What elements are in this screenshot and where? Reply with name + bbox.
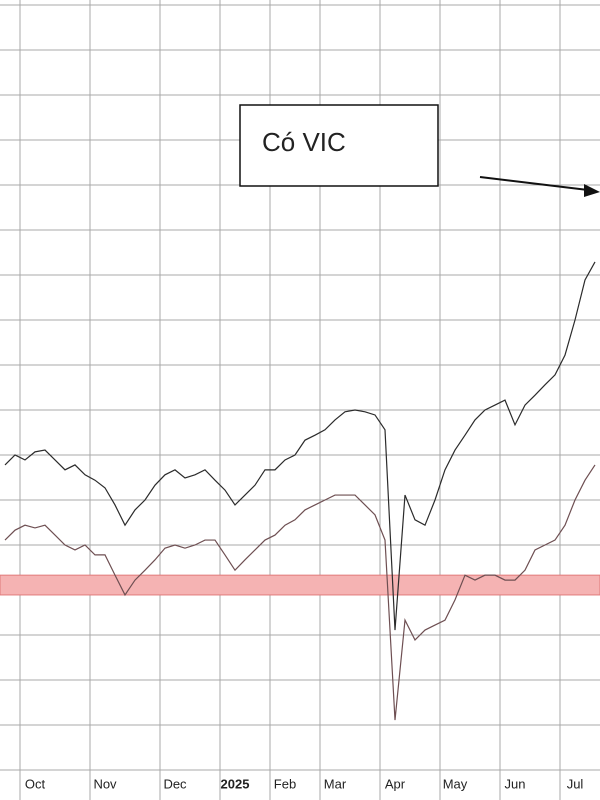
series-line [4, 261, 596, 631]
x-tick-label: Jun [505, 776, 526, 791]
arrow-head [584, 184, 600, 197]
arrow [479, 176, 589, 191]
x-tick-label: Feb [274, 776, 296, 791]
x-tick-label: Dec [163, 776, 187, 791]
annotation-box [239, 104, 439, 187]
x-tick-label: Jul [567, 776, 584, 791]
band [0, 574, 600, 596]
series-line [4, 464, 596, 721]
x-tick-label: Oct [25, 776, 46, 791]
x-tick-label: Nov [93, 776, 117, 791]
x-tick-label: May [443, 776, 468, 791]
x-tick-label: Apr [385, 776, 406, 791]
annotation: Có VIC [262, 127, 346, 157]
x-tick-label: 2025 [221, 776, 250, 791]
x-tick-label: Mar [324, 776, 347, 791]
